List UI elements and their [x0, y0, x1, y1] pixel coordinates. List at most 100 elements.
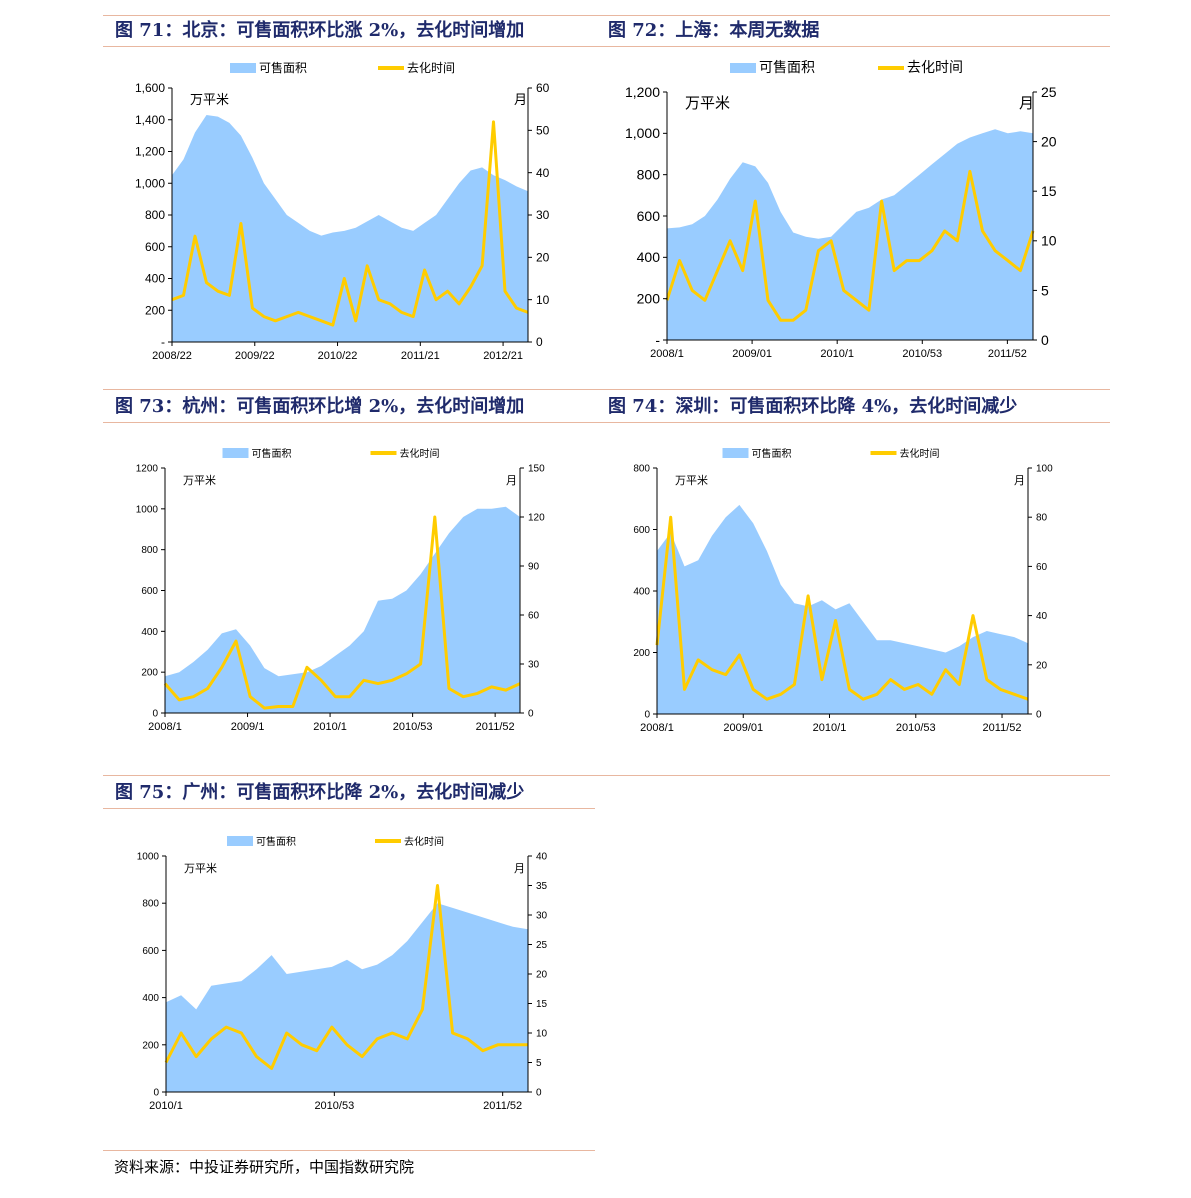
legend: 可售面积 去化时间 — [230, 60, 455, 75]
legend-line-swatch — [375, 839, 401, 843]
x-tick-label: 2011/52 — [983, 722, 1022, 734]
legend-area-label: 可售面积 — [759, 59, 815, 75]
legend-line-label: 去化时间 — [400, 447, 440, 460]
right-tick-label: 30 — [536, 208, 550, 222]
left-unit-label: 万平米 — [190, 92, 229, 107]
right-tick-label: 10 — [536, 293, 550, 307]
x-tick-label: 2010/53 — [896, 722, 936, 734]
right-tick-label: 60 — [536, 81, 550, 95]
right-tick-label: 60 — [1036, 562, 1048, 573]
left-tick-label: 400 — [141, 627, 158, 638]
left-tick-label: 800 — [142, 899, 159, 910]
left-tick-label: 1,000 — [625, 125, 660, 141]
right-tick-label: 5 — [1041, 282, 1049, 298]
left-unit-label: 万平米 — [183, 474, 216, 487]
chart-beijing: 可售面积 去化时间 -200 400 600 800 1,000 1,200 1,400 1,60… — [110, 55, 550, 365]
left-unit-label: 万平米 — [685, 95, 730, 112]
left-tick-label: 0 — [644, 710, 650, 721]
legend-area-swatch — [722, 448, 749, 458]
left-tick-label: 400 — [633, 587, 650, 598]
left-tick-label: 600 — [633, 525, 650, 536]
right-tick-label: 30 — [528, 660, 540, 671]
legend-area-swatch — [227, 836, 253, 846]
left-tick-label: 1,000 — [135, 176, 165, 190]
right-tick-label: 30 — [536, 911, 548, 922]
rule-under-row1 — [103, 46, 1110, 47]
chart-svg: 可售面积 去化时间 - 200 400 600 800 1,000 1,200 0 5 10 15 20 2… — [625, 59, 1057, 360]
legend-area-label: 可售面积 — [259, 60, 307, 75]
x-tick-label: 2011/52 — [476, 721, 515, 733]
x-tick-label: 2008/1 — [640, 722, 674, 734]
area-series-inventory — [172, 115, 528, 342]
area-series-inventory — [667, 129, 1033, 340]
x-tick-label: 2009/01 — [732, 348, 772, 360]
right-unit-label: 月 — [514, 863, 525, 875]
x-tick-label: 2010/1 — [813, 722, 847, 734]
legend-line-label: 去化时间 — [900, 447, 940, 460]
right-tick-label: 90 — [528, 562, 540, 573]
right-tick-label: 0 — [536, 1088, 542, 1099]
left-tick-label: 800 — [141, 545, 158, 556]
line-series-months — [665, 169, 1035, 322]
right-tick-label: 100 — [1036, 464, 1053, 475]
right-tick-label: 25 — [536, 940, 548, 951]
line-series-months — [655, 515, 1029, 701]
legend-line-swatch — [870, 451, 897, 455]
left-tick-label: 200 — [145, 303, 165, 317]
chart-title-73: 图 73：杭州：可售面积环比增 2%，去化时间增加 — [115, 396, 525, 417]
chart-svg: 可售面积 去化时间-2004006008001,0001,2001,4001,60… — [135, 60, 550, 362]
left-tick-label: 400 — [142, 993, 159, 1004]
right-tick-label: 10 — [1041, 233, 1057, 249]
legend: 可售面积 去化时间 — [227, 835, 444, 848]
rule-top — [103, 15, 1110, 16]
chart-svg: 可售面积 去化时间 0 200 400 600 800 1000 1200 0 30 60 90 120 1… — [136, 447, 545, 733]
legend-area-swatch — [222, 448, 249, 458]
line-series-months — [171, 120, 529, 327]
left-tick-label: 200 — [633, 648, 650, 659]
x-tick-label: 2011/52 — [483, 1100, 522, 1112]
rule-under-row3 — [103, 808, 595, 809]
x-tick-label: 2011/21 — [401, 350, 440, 362]
chart-title-75: 图 75：广州：可售面积环比降 2%，去化时间减少 — [115, 782, 525, 803]
right-tick-label: 20 — [1036, 660, 1048, 671]
line-series-months — [164, 884, 528, 1070]
legend-line-label: 去化时间 — [907, 59, 963, 75]
right-tick-label: 15 — [1041, 183, 1057, 199]
legend-line-swatch — [878, 66, 904, 70]
x-tick-label: 2008/1 — [650, 348, 684, 360]
right-tick-label: 0 — [536, 335, 543, 349]
chart-title-72: 图 72：上海：本周无数据 — [608, 20, 820, 41]
left-tick-label: 1,200 — [625, 84, 660, 100]
area-series-inventory — [166, 903, 528, 1092]
chart-title-71: 图 71：北京：可售面积环比涨 2%，去化时间增加 — [115, 20, 525, 41]
left-tick-label: 1,400 — [135, 113, 165, 127]
left-tick-label: 400 — [637, 249, 661, 265]
legend-area-swatch — [230, 63, 256, 73]
chart-hangzhou: 可售面积 去化时间 0 200 400 600 800 1000 1200 0 30 60 90 120 1… — [110, 440, 550, 740]
legend-area-label: 可售面积 — [256, 835, 296, 848]
x-tick-label: 2010/53 — [902, 348, 942, 360]
x-tick-label: 2012/21 — [483, 350, 523, 362]
left-tick-label: 0 — [153, 1088, 159, 1099]
left-tick-label: 200 — [142, 1040, 159, 1051]
x-tick-label: 2011/52 — [988, 348, 1027, 360]
x-tick-label: 2010/1 — [820, 348, 854, 360]
legend-line-swatch — [378, 66, 404, 70]
left-tick-label: 1,600 — [135, 81, 165, 95]
right-tick-label: 0 — [528, 709, 534, 720]
area-series-inventory — [657, 504, 1028, 714]
left-tick-label: - — [655, 332, 660, 348]
right-tick-label: 60 — [528, 611, 540, 622]
left-tick-label: 1000 — [136, 504, 159, 515]
left-tick-label: 600 — [145, 240, 165, 254]
right-tick-label: 80 — [1036, 513, 1048, 524]
left-tick-label: 1200 — [136, 464, 159, 475]
right-tick-label: 20 — [1041, 134, 1057, 150]
rule-above-row3 — [103, 775, 1110, 776]
legend-area-label: 可售面积 — [752, 447, 792, 460]
legend-line-label: 去化时间 — [404, 835, 444, 848]
left-tick-label: 0 — [152, 709, 158, 720]
chart-svg: 可售面积 去化时间 0 200 400 600 800 1000 0 5 10 15 20 25 30 35 4… — [137, 835, 548, 1112]
legend-area-swatch — [730, 63, 756, 73]
legend-line-swatch — [370, 451, 397, 455]
